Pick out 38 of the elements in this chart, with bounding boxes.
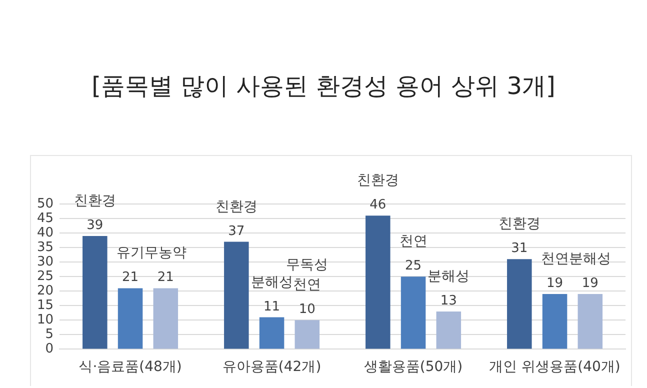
x-tick-label: 유아용품(42개)	[222, 359, 322, 376]
bar	[436, 311, 462, 349]
bar	[507, 259, 532, 349]
y-tick-label: 45	[36, 210, 54, 226]
y-tick-label: 30	[36, 254, 54, 270]
y-tick-label: 10	[36, 312, 54, 328]
data-label: 친환경 39	[74, 192, 116, 233]
bar	[294, 320, 320, 349]
x-tick-label: 식·음료품(48개)	[78, 359, 182, 376]
y-tick-label: 25	[36, 268, 54, 284]
data-label: 친환경 37	[215, 198, 258, 239]
y-tick-label: 15	[36, 298, 54, 314]
y-tick-label: 5	[45, 327, 54, 342]
chart-title: [품목별 많이 사용된 환경성 용어 상위 3개]	[90, 71, 556, 102]
x-tick-label: 개인 위생용품(40개)	[489, 359, 620, 376]
data-label: 분해성 19	[569, 251, 612, 292]
bar	[82, 236, 108, 349]
y-tick-label: 50	[36, 196, 54, 212]
data-label: 친환경 46	[356, 172, 399, 213]
bar	[400, 276, 426, 349]
bar	[118, 288, 143, 349]
bar	[578, 294, 603, 349]
bar	[542, 294, 568, 349]
data-label: 무농약 21	[144, 245, 187, 286]
data-label: 유기 21	[116, 245, 144, 286]
y-tick-label: 35	[36, 240, 54, 255]
data-label: 천연 25	[399, 234, 428, 274]
bar	[366, 216, 390, 349]
bar	[153, 288, 178, 349]
bar	[259, 317, 284, 349]
data-label: 천연 19	[540, 251, 569, 292]
data-label: 친환경 31	[498, 216, 540, 256]
bar	[224, 242, 249, 349]
y-tick-label: 40	[36, 225, 54, 240]
data-label: 분해성 13	[428, 268, 470, 308]
y-tick-label: 20	[36, 283, 54, 298]
y-tick-label: 0	[45, 342, 54, 357]
x-tick-label: 생활용품(50개)	[364, 359, 463, 376]
